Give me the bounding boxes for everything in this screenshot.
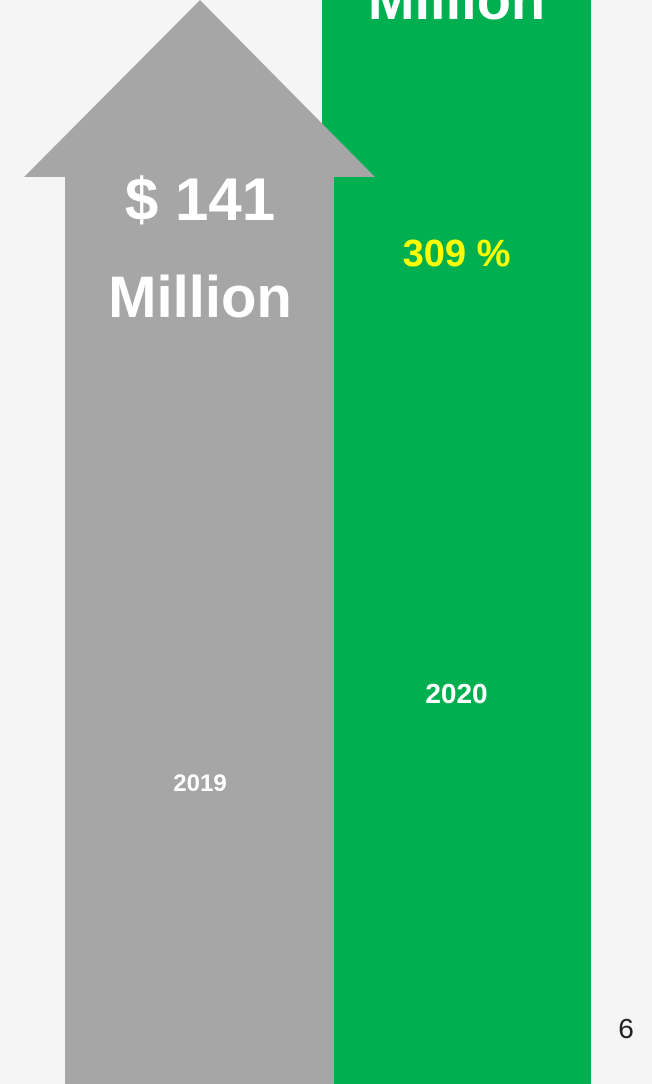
value-2019-unit: Million [108,265,292,330]
bar-2020 [322,0,591,1084]
value-2020-unit: Million [322,0,591,28]
page-number: 6 [618,1013,634,1044]
year-2020-label: 2020 [425,678,488,709]
arrow-shape [24,0,375,1084]
value-2019: $ 141 [124,166,276,233]
year-2019-label: 2019 [173,770,227,797]
growth-percent: 309 % [402,233,511,275]
